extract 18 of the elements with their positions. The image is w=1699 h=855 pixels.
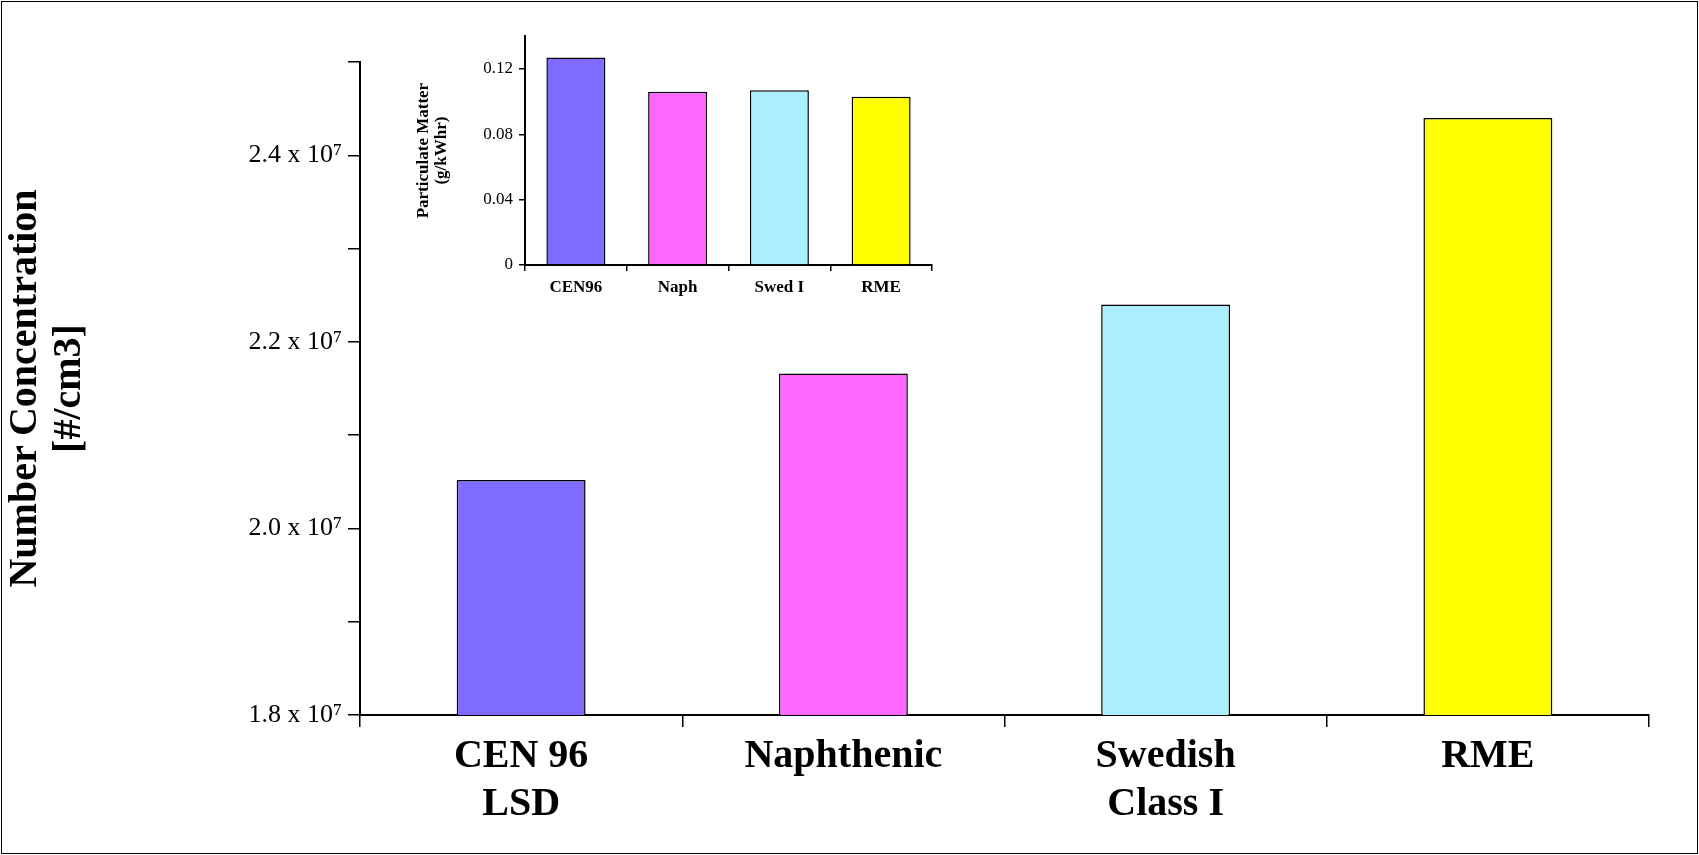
y-tick-label: 0 [504, 254, 513, 274]
y-tick-label: 0.12 [483, 58, 513, 78]
x-tick-label: CEN 96 LSD [453, 731, 589, 825]
x-tick-label: RME [861, 276, 901, 296]
y-tick-label: 2.2 x 10⁷ [248, 325, 342, 355]
x-tick-label: Naph [657, 276, 699, 296]
x-tick-label: RME [1441, 731, 1535, 777]
x-tick-label: CEN96 [549, 276, 603, 296]
x-tick-label: Swedish Class I [1095, 731, 1236, 825]
y-axis-title: Number Concentration [#/cm3] [0, 189, 90, 588]
x-tick-label: Naphthenic [744, 731, 943, 777]
y-tick-label: 0.04 [483, 189, 514, 209]
y-axis-title: Particulate Matter (g/kWhr) [412, 82, 451, 219]
y-tick-label: 1.8 x 10⁷ [248, 698, 342, 728]
y-tick-label: 2.0 x 10⁷ [248, 512, 342, 542]
y-tick-label: 2.4 x 10⁷ [248, 139, 342, 169]
y-tick-label: 0.08 [483, 123, 513, 143]
x-tick-label: Swed I [754, 276, 805, 296]
